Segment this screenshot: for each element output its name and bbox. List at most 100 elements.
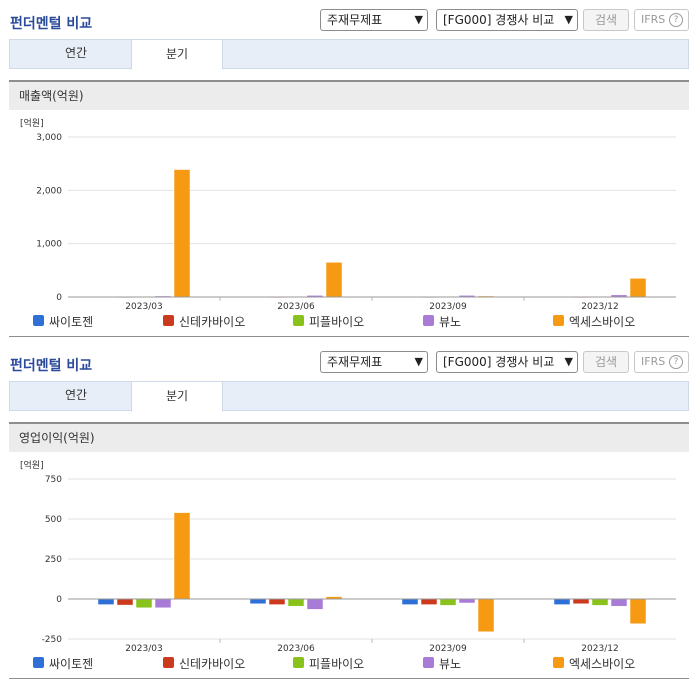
tab-quarterly[interactable]: 분기 xyxy=(131,39,223,70)
statement-select[interactable]: 주재무제표 ▼ xyxy=(320,351,428,373)
legend-label: 피플바이오 xyxy=(309,315,365,329)
x-tick-label: 2023/12 xyxy=(581,644,618,654)
fundamental-panel-revenue: 펀더멘털 비교 주재무제표 ▼ [FG000] 경쟁사 비교 ▼ 검색 IFRS… xyxy=(0,0,696,337)
bar-2023-12-s1 xyxy=(572,598,590,605)
chart-legend: 싸이토젠 신테카바이오 피플바이오 뷰노 엑세스바이오 xyxy=(0,655,696,673)
chart-legend: 싸이토젠 신테카바이오 피플바이오 뷰노 엑세스바이오 xyxy=(0,313,696,331)
legend-label: 신테카바이오 xyxy=(179,315,246,329)
x-tick-label: 2023/09 xyxy=(429,644,467,654)
statement-select-value: 주재무제표 xyxy=(327,13,383,27)
x-tick-label: 2023/06 xyxy=(277,644,315,654)
statement-select[interactable]: 주재무제표 ▼ xyxy=(320,9,428,31)
panel-title: 펀더멘털 비교 xyxy=(10,358,93,374)
y-tick-label: 0 xyxy=(56,293,62,303)
statement-select-value: 주재무제표 xyxy=(327,355,383,369)
bar-2023-06-s1 xyxy=(268,598,286,605)
chevron-down-icon: ▼ xyxy=(414,355,423,368)
x-tick-label: 2023/03 xyxy=(125,644,162,654)
compare-select[interactable]: [FG000] 경쟁사 비교 ▼ xyxy=(436,351,578,373)
bar-2023-03-s4 xyxy=(173,169,191,298)
tab-quarterly[interactable]: 분기 xyxy=(131,381,223,412)
x-tick-label: 2023/03 xyxy=(125,302,162,312)
legend-swatch xyxy=(163,657,174,668)
y-tick-label: 250 xyxy=(45,555,62,565)
legend-label: 뷰노 xyxy=(439,657,462,671)
legend-label: 엑세스바이오 xyxy=(569,315,636,329)
legend-swatch xyxy=(423,315,434,326)
y-tick-label: 500 xyxy=(45,515,62,525)
bar-2023-09-s2 xyxy=(439,598,457,606)
legend-label: 엑세스바이오 xyxy=(569,657,636,671)
bar-2023-03-s4 xyxy=(173,512,191,600)
bar-2023-12-s2 xyxy=(591,598,609,606)
legend-swatch xyxy=(293,315,304,326)
chevron-down-icon: ▼ xyxy=(564,13,573,26)
legend-label: 뷰노 xyxy=(439,315,462,329)
legend-label: 싸이토젠 xyxy=(49,315,94,329)
help-icon[interactable]: ? xyxy=(669,355,683,369)
tab-annual[interactable]: 연간 xyxy=(64,46,88,60)
bar-2023-03-s0 xyxy=(97,598,115,605)
bar-2023-03-s3 xyxy=(154,598,172,609)
legend-swatch xyxy=(553,657,564,668)
section-title-bar: 영업이익(억원) xyxy=(9,422,689,452)
bar-2023-09-s4 xyxy=(477,598,495,633)
legend-swatch xyxy=(553,315,564,326)
legend-swatch xyxy=(33,657,44,668)
bar-2023-03-s1 xyxy=(116,598,134,606)
panel-divider xyxy=(9,678,689,679)
legend-swatch xyxy=(293,657,304,668)
y-tick-label: 0 xyxy=(56,595,62,605)
chevron-down-icon: ▼ xyxy=(414,13,423,26)
bar-2023-12-s4 xyxy=(629,598,647,625)
period-tabs: 연간 분기 xyxy=(9,381,689,412)
search-button[interactable]: 검색 xyxy=(583,351,629,373)
operating-income-chart: [억원] -250 0 250 500 750 2023/03 2023/06 2023/09 2… xyxy=(20,459,676,654)
bar-2023-12-s3 xyxy=(610,598,628,607)
help-icon[interactable]: ? xyxy=(669,13,683,27)
bar-2023-12-s0 xyxy=(553,598,571,605)
bar-2023-12-s4 xyxy=(629,278,647,298)
period-tabs: 연간 분기 xyxy=(9,39,689,70)
bar-2023-06-s3 xyxy=(306,598,324,610)
legend-swatch xyxy=(33,315,44,326)
legend-swatch xyxy=(163,315,174,326)
x-tick-label: 2023/06 xyxy=(277,302,315,312)
compare-select-value: [FG000] 경쟁사 비교 xyxy=(443,355,555,369)
bar-2023-06-s0 xyxy=(249,598,267,605)
tab-annual[interactable]: 연간 xyxy=(64,388,88,402)
bar-2023-09-s3 xyxy=(458,598,476,604)
bar-2023-06-s2 xyxy=(287,598,305,607)
bar-2023-03-s2 xyxy=(135,598,153,609)
ifrs-label: IFRS xyxy=(641,13,666,26)
legend-label: 싸이토젠 xyxy=(49,657,94,671)
unit-label: [억원] xyxy=(20,117,44,129)
x-tick-label: 2023/09 xyxy=(429,302,467,312)
panel-divider xyxy=(9,336,689,337)
panel-title: 펀더멘털 비교 xyxy=(10,16,93,32)
y-tick-label: 750 xyxy=(45,475,62,485)
y-tick-label: 3,000 xyxy=(36,133,62,143)
section-title-bar: 매출액(억원) xyxy=(9,80,689,110)
ifrs-label: IFRS xyxy=(641,355,666,368)
y-tick-label: 1,000 xyxy=(36,240,62,250)
panel-header: 펀더멘털 비교 주재무제표 ▼ [FG000] 경쟁사 비교 ▼ 검색 IFRS… xyxy=(0,342,696,376)
revenue-chart: [억원] 0 1,000 2,000 3,000 2023/03 2023/06 2023/0… xyxy=(20,117,676,312)
compare-select[interactable]: [FG000] 경쟁사 비교 ▼ xyxy=(436,9,578,31)
legend-label: 신테카바이오 xyxy=(179,657,246,671)
legend-label: 피플바이오 xyxy=(309,657,365,671)
panel-header: 펀더멘털 비교 주재무제표 ▼ [FG000] 경쟁사 비교 ▼ 검색 IFRS… xyxy=(0,0,696,34)
bar-2023-06-s4 xyxy=(325,262,343,298)
x-tick-label: 2023/12 xyxy=(581,302,618,312)
unit-label: [억원] xyxy=(20,459,44,471)
y-tick-label: 2,000 xyxy=(36,186,62,196)
chevron-down-icon: ▼ xyxy=(564,355,573,368)
search-button[interactable]: 검색 xyxy=(583,9,629,31)
fundamental-panel-operating-income: 펀더멘털 비교 주재무제표 ▼ [FG000] 경쟁사 비교 ▼ 검색 IFRS… xyxy=(0,342,696,684)
ifrs-button[interactable]: IFRS ? xyxy=(634,9,689,31)
compare-select-value: [FG000] 경쟁사 비교 xyxy=(443,13,555,27)
bar-2023-09-s1 xyxy=(420,598,438,605)
y-tick-label: -250 xyxy=(42,635,63,645)
bar-2023-09-s0 xyxy=(401,598,419,605)
ifrs-button[interactable]: IFRS ? xyxy=(634,351,689,373)
